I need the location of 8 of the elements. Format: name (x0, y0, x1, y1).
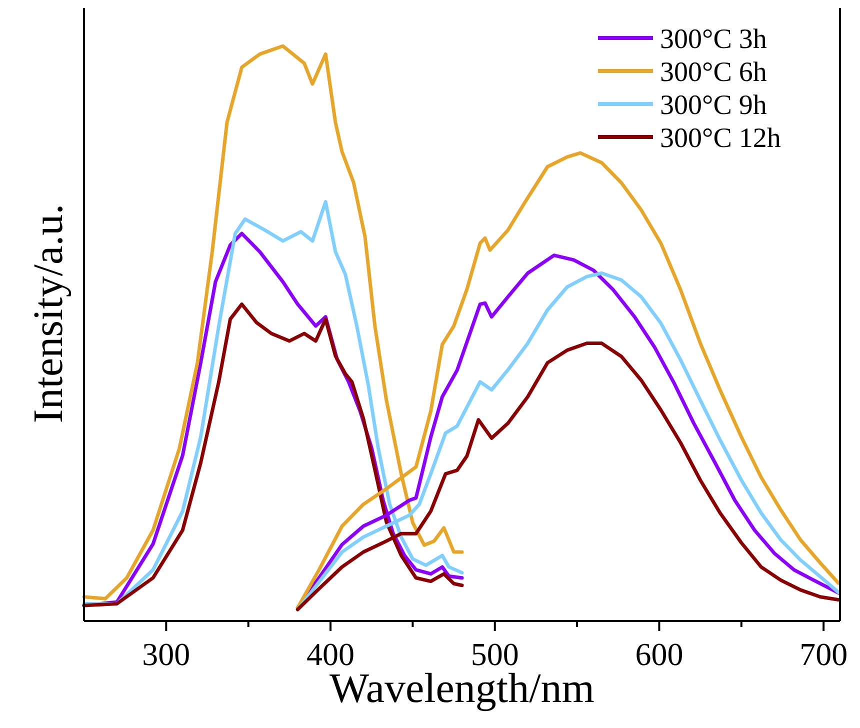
x-tick-label: 300 (142, 636, 190, 672)
legend-label: 300°C 9h (660, 90, 767, 121)
x-tick-label: 700 (800, 636, 848, 672)
legend-label: 300°C 12h (660, 123, 781, 154)
legend-label: 300°C 6h (660, 57, 767, 88)
legend-label: 300°C 3h (660, 24, 767, 55)
x-tick-label: 600 (635, 636, 684, 672)
y-axis-title: Intensity/a.u. (26, 204, 72, 424)
